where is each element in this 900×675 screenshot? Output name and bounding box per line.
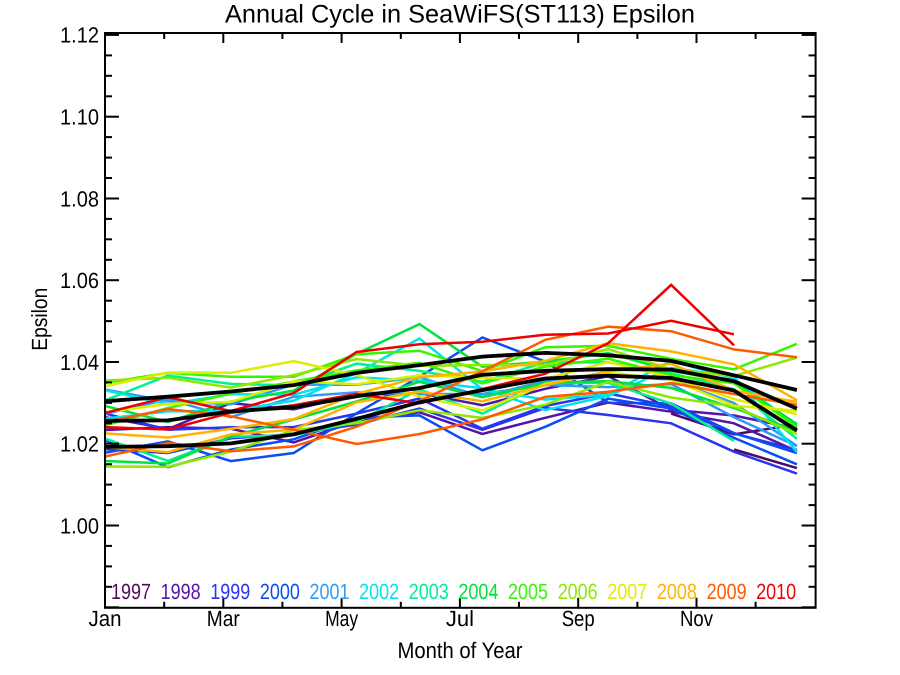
svg-text:1999: 1999 bbox=[210, 579, 250, 604]
svg-text:Jan: Jan bbox=[89, 606, 122, 631]
svg-text:1.10: 1.10 bbox=[60, 105, 99, 130]
svg-text:1.02: 1.02 bbox=[60, 432, 99, 457]
svg-text:1997: 1997 bbox=[111, 579, 151, 604]
svg-text:1.12: 1.12 bbox=[60, 23, 99, 48]
svg-text:Sep: Sep bbox=[562, 606, 595, 631]
svg-text:Epsilon: Epsilon bbox=[27, 288, 52, 351]
svg-text:Jul: Jul bbox=[446, 606, 474, 631]
svg-text:2002: 2002 bbox=[359, 579, 399, 604]
svg-text:1998: 1998 bbox=[161, 579, 201, 604]
svg-text:Nov: Nov bbox=[680, 606, 713, 631]
svg-text:1.08: 1.08 bbox=[60, 186, 99, 211]
svg-text:Mar: Mar bbox=[207, 606, 240, 631]
svg-text:2010: 2010 bbox=[756, 579, 796, 604]
svg-text:2005: 2005 bbox=[508, 579, 548, 604]
svg-text:2004: 2004 bbox=[458, 579, 498, 604]
svg-text:2000: 2000 bbox=[260, 579, 300, 604]
svg-text:2001: 2001 bbox=[310, 579, 350, 604]
svg-text:1.04: 1.04 bbox=[60, 350, 99, 375]
svg-text:2007: 2007 bbox=[607, 579, 647, 604]
svg-text:2006: 2006 bbox=[558, 579, 598, 604]
svg-text:2003: 2003 bbox=[409, 579, 449, 604]
svg-text:2009: 2009 bbox=[707, 579, 747, 604]
svg-text:Annual Cycle in SeaWiFS(ST113): Annual Cycle in SeaWiFS(ST113) Epsilon bbox=[225, 1, 695, 29]
svg-text:1.06: 1.06 bbox=[60, 268, 99, 293]
svg-text:2008: 2008 bbox=[657, 579, 697, 604]
svg-text:Month of Year: Month of Year bbox=[398, 638, 523, 663]
svg-text:1.00: 1.00 bbox=[60, 513, 99, 538]
svg-text:May: May bbox=[325, 606, 358, 631]
